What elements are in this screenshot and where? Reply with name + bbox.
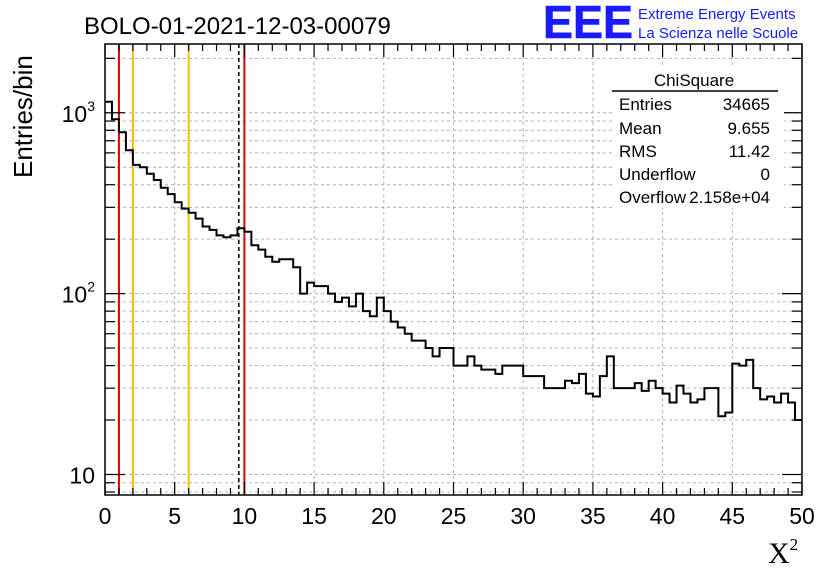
- x-tick-label: 25: [441, 503, 467, 529]
- histogram-line: [105, 100, 802, 422]
- x-tick-label: 30: [510, 503, 536, 529]
- stats-label-underflow: Underflow: [619, 165, 696, 184]
- stats-value-mean: 9.655: [727, 119, 770, 138]
- x-tick-label: 40: [650, 503, 676, 529]
- stats-label-rms: RMS: [619, 142, 657, 161]
- stats-value-rms: 11.42: [729, 142, 770, 161]
- x-tick-label: 50: [789, 503, 815, 529]
- x-tick-label: 45: [720, 503, 746, 529]
- stats-value-underflow: 0: [761, 165, 770, 184]
- stats-value-overflow: 2.158e+04: [689, 188, 770, 207]
- chart-title: BOLO-01-2021-12-03-00079: [84, 13, 391, 40]
- x-axis-ticks: 0 5 10 15 20 25 30 35 40 45 50: [99, 44, 815, 529]
- stats-label-entries: Entries: [619, 95, 672, 114]
- marker-lines: [117, 44, 246, 495]
- x-tick-label: 10: [232, 503, 258, 529]
- x-tick-label: 35: [580, 503, 606, 529]
- x-tick-label: 15: [301, 503, 327, 529]
- logo-line2: La Scienza nelle Scuole: [638, 25, 798, 42]
- x-tick-label: 5: [168, 503, 181, 529]
- y-tick-label: 10: [69, 462, 95, 488]
- stats-value-entries: 34665: [723, 95, 770, 114]
- x-tick-label: 0: [99, 503, 112, 529]
- stats-label-mean: Mean: [619, 119, 662, 138]
- x-axis-label: X2: [768, 535, 798, 570]
- stats-title: ChiSquare: [654, 71, 734, 90]
- y-tick-label: 103: [62, 98, 96, 127]
- x-axis-label-base: X: [768, 537, 790, 570]
- stats-box: ChiSquare Entries 34665 Mean 9.655 RMS 1…: [612, 68, 784, 208]
- stats-label-overflow: Overflow: [619, 188, 687, 207]
- logo-line1: Extreme Energy Events: [638, 6, 796, 23]
- y-axis-ticks: 10 102 103: [62, 57, 802, 493]
- y-axis-label: Entries/bin: [8, 55, 38, 178]
- histogram: [105, 100, 802, 422]
- x-tick-label: 20: [371, 503, 397, 529]
- eee-logo: EEE Extreme Energy Events La Scienza nel…: [543, 0, 798, 48]
- x-axis-label-sup: 2: [790, 535, 799, 554]
- logo-mark: EEE: [543, 0, 633, 48]
- y-tick-label: 102: [62, 279, 96, 308]
